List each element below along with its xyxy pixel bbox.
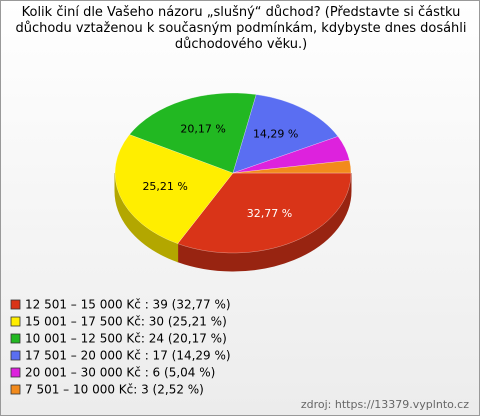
data-label: 32,77 % (247, 207, 292, 220)
legend-label: 10 001 – 12 500 Kč: 24 (20,17 %) (25, 332, 227, 346)
legend-label: 12 501 – 15 000 Kč : 39 (32,77 %) (25, 298, 231, 312)
legend-label: 17 501 – 20 000 Kč : 17 (14,29 %) (25, 349, 231, 363)
pie-slice (232, 94, 339, 174)
legend-label: 7 501 – 10 000 Kč: 3 (2,52 %) (25, 383, 204, 397)
chart-title: Kolik činí dle Vašeho názoru „slušný“ dů… (15, 5, 467, 52)
legend-swatch (10, 384, 21, 395)
legend-label: 15 001 – 17 500 Kč: 30 (25,21 %) (25, 315, 227, 329)
pie-slice (232, 160, 352, 174)
legend-swatch (10, 367, 21, 378)
legend-swatch (10, 316, 21, 327)
legend-swatch (10, 299, 21, 310)
pie-slice (114, 134, 234, 244)
data-label: 14,29 % (253, 128, 298, 141)
data-label: 20,17 % (180, 122, 225, 135)
pie-slice (177, 172, 352, 254)
legend-swatch (10, 333, 21, 344)
legend-label: 20 001 – 30 000 Kč : 6 (5,04 %) (25, 366, 215, 380)
pie-slice (129, 92, 257, 174)
source: zdroj: https://13379.vyplnto.cz (301, 398, 469, 411)
legend-swatch (10, 350, 21, 361)
data-label: 25,21 % (142, 180, 187, 193)
